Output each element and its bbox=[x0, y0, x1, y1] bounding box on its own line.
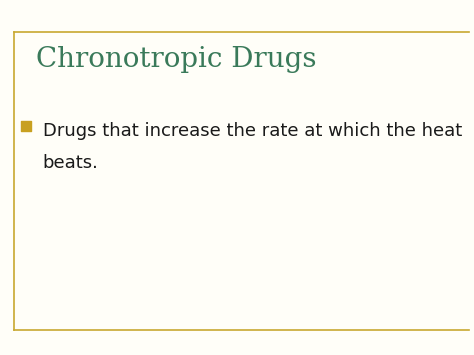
Point bbox=[22, 123, 30, 129]
Text: Chronotropic Drugs: Chronotropic Drugs bbox=[36, 46, 316, 73]
Text: beats.: beats. bbox=[43, 154, 99, 173]
Text: Drugs that increase the rate at which the heat: Drugs that increase the rate at which th… bbox=[43, 122, 462, 141]
